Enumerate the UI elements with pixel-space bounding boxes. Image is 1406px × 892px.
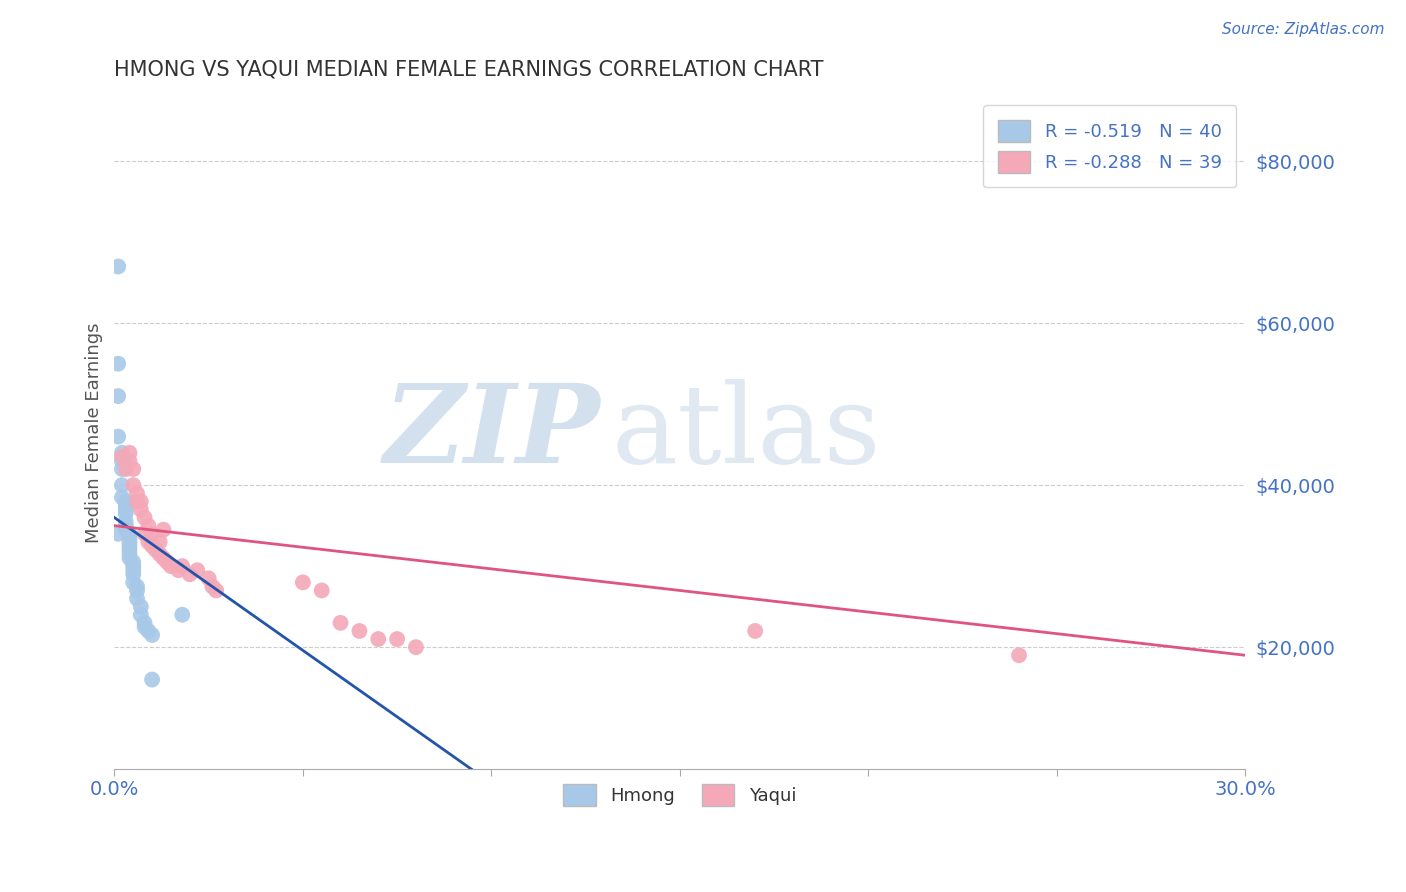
Point [291, 575, 314, 590]
Point [122, 478, 145, 492]
Point [122, 462, 145, 476]
Point [201, 579, 224, 593]
Point [129, 494, 152, 508]
Point [111, 454, 134, 468]
Point [114, 462, 136, 476]
Point [138, 534, 160, 549]
Point [118, 543, 141, 558]
Point [118, 454, 141, 468]
Point [385, 632, 408, 646]
Point [125, 494, 148, 508]
Point [138, 518, 160, 533]
Point [405, 640, 427, 655]
Point [122, 555, 145, 569]
Text: ZIP: ZIP [384, 379, 600, 486]
Point [329, 615, 352, 630]
Y-axis label: Median Female Earnings: Median Female Earnings [86, 322, 103, 543]
Point [118, 547, 141, 561]
Point [134, 526, 156, 541]
Point [744, 624, 766, 638]
Point [134, 615, 156, 630]
Point [118, 446, 141, 460]
Point [186, 563, 208, 577]
Point [156, 555, 179, 569]
Point [167, 563, 190, 577]
Point [118, 526, 141, 541]
Point [111, 462, 134, 476]
Point [114, 499, 136, 513]
Point [118, 531, 141, 545]
Point [129, 502, 152, 516]
Point [172, 607, 194, 622]
Point [152, 551, 174, 566]
Point [141, 539, 163, 553]
Point [111, 491, 134, 505]
Text: atlas: atlas [612, 379, 882, 486]
Point [141, 628, 163, 642]
Point [141, 526, 163, 541]
Point [367, 632, 389, 646]
Legend: Hmong, Yaqui: Hmong, Yaqui [555, 777, 804, 814]
Point [172, 559, 194, 574]
Point [125, 579, 148, 593]
Point [149, 547, 172, 561]
Point [179, 567, 201, 582]
Point [107, 389, 129, 403]
Point [134, 620, 156, 634]
Point [152, 523, 174, 537]
Point [114, 494, 136, 508]
Point [107, 357, 129, 371]
Point [107, 429, 129, 443]
Point [107, 526, 129, 541]
Point [114, 518, 136, 533]
Point [118, 539, 141, 553]
Point [125, 486, 148, 500]
Text: Source: ZipAtlas.com: Source: ZipAtlas.com [1222, 22, 1385, 37]
Point [114, 507, 136, 521]
Point [122, 563, 145, 577]
Point [1008, 648, 1031, 663]
Point [129, 607, 152, 622]
Point [349, 624, 371, 638]
Point [311, 583, 333, 598]
Point [160, 559, 183, 574]
Point [141, 673, 163, 687]
Point [138, 624, 160, 638]
Point [111, 478, 134, 492]
Point [134, 510, 156, 524]
Point [122, 567, 145, 582]
Point [111, 450, 134, 464]
Text: HMONG VS YAQUI MEDIAN FEMALE EARNINGS CORRELATION CHART: HMONG VS YAQUI MEDIAN FEMALE EARNINGS CO… [114, 60, 824, 79]
Point [111, 446, 134, 460]
Point [125, 583, 148, 598]
Point [114, 515, 136, 529]
Point [118, 534, 141, 549]
Point [145, 543, 167, 558]
Point [197, 571, 219, 585]
Point [125, 591, 148, 606]
Point [114, 502, 136, 516]
Point [205, 583, 228, 598]
Point [118, 551, 141, 566]
Point [122, 575, 145, 590]
Point [149, 534, 172, 549]
Point [107, 260, 129, 274]
Point [122, 559, 145, 574]
Point [114, 523, 136, 537]
Point [129, 599, 152, 614]
